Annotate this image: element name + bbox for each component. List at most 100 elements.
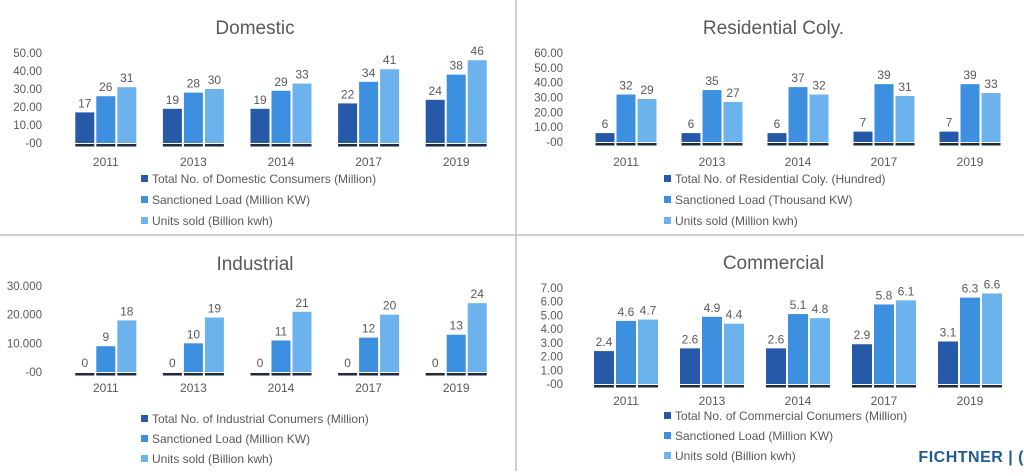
bar-base [874, 143, 894, 146]
bar-base [938, 385, 958, 388]
data-label: 0 [81, 356, 88, 370]
chart-domestic: Domestic -00 10.00 20.00 30.00 40.00 50.00 17 26… [13, 18, 487, 228]
bar [467, 303, 487, 372]
y-tick-label: 7.00 [541, 283, 563, 295]
legend-entry: Total No. of Residential Coly. (Hundred) [675, 172, 886, 186]
chart-title: Commercial [723, 253, 824, 274]
y-tick-label: 20.00 [534, 107, 563, 119]
data-label: 12 [362, 322, 376, 336]
bar [724, 323, 744, 384]
bar [338, 103, 358, 143]
data-label: 0 [432, 356, 439, 370]
data-label: 4.6 [618, 305, 635, 319]
bar [359, 81, 379, 143]
chart-title: Residential Coly. [703, 18, 844, 39]
bar [895, 96, 915, 142]
y-tick-label: 40.00 [13, 66, 42, 78]
chart-panel-industrial: Industrial -00 10.000 20.000 30.000 0 9 18 2011 0… [0, 238, 510, 471]
data-label: 30 [208, 73, 222, 87]
category-label: 2013 [699, 394, 726, 408]
category-label: 2017 [871, 155, 898, 169]
bar [117, 87, 137, 143]
bar-base [467, 144, 487, 147]
bar-base [939, 143, 959, 146]
data-label: 19 [208, 302, 222, 316]
y-tick-label: 40.00 [534, 78, 563, 90]
bar-base [183, 144, 203, 147]
data-label: 21 [295, 296, 309, 310]
bar-base [183, 373, 203, 376]
data-label: 33 [984, 77, 998, 91]
horizontal-divider [0, 234, 1024, 236]
bar [467, 60, 487, 144]
category-label: 2014 [785, 155, 812, 169]
bar [250, 108, 270, 143]
bar-base [595, 143, 615, 146]
bar [638, 319, 658, 384]
legend-entry: Sanctioned Load (Million KW) [152, 432, 310, 446]
bar [616, 94, 636, 142]
category-label: 2011 [613, 394, 639, 408]
data-label: 22 [341, 87, 355, 101]
legend-entry: Units sold (Billion kwh) [152, 452, 273, 466]
bar-base [853, 143, 873, 146]
chart-industrial: Industrial-0010.00020.00030.000091820110… [7, 254, 487, 466]
legend-swatch [141, 217, 148, 224]
legend-entry: Units sold (Billion kwh) [152, 214, 273, 228]
data-label: 6 [602, 117, 609, 131]
bar-base [809, 143, 829, 146]
bar-base [162, 144, 182, 147]
y-tick-label: 30.00 [13, 84, 42, 96]
data-label: 2.9 [854, 328, 871, 342]
chart-panel-residential: Residential Coly. -00 10.00 20.00 30.00 40.00… [523, 0, 1024, 232]
bar [594, 351, 614, 384]
legend-entry: Sanctioned Load (Million KW) [152, 193, 310, 207]
bar [616, 320, 636, 384]
data-label: 28 [187, 77, 201, 91]
bar-base [810, 385, 830, 388]
category-label: 2017 [355, 155, 382, 169]
bar-base [117, 373, 137, 376]
category-label: 2019 [443, 381, 470, 395]
data-label: 27 [726, 86, 740, 100]
data-label: 39 [877, 68, 891, 82]
bar-base [338, 373, 358, 376]
data-label: 41 [383, 53, 397, 67]
bar-base [616, 385, 636, 388]
bar-base [680, 385, 700, 388]
legend-swatch [141, 455, 148, 462]
category-label: 2014 [785, 394, 812, 408]
bar-base [446, 144, 466, 147]
y-tick-label: 10.00 [534, 122, 563, 134]
data-label: 20 [383, 299, 397, 313]
category-label: 2019 [443, 155, 470, 169]
bar [183, 343, 203, 372]
data-label: 4.8 [812, 302, 829, 316]
legend-entry: Sanctioned Load (Thousand KW) [675, 193, 852, 207]
bar-base [359, 373, 379, 376]
category-label: 2013 [180, 381, 207, 395]
bar [637, 98, 657, 142]
bar [809, 94, 829, 142]
legend-swatch [141, 196, 148, 203]
bar-base [723, 143, 743, 146]
data-label: 2.6 [682, 332, 699, 346]
bar [874, 84, 894, 142]
bar-base [75, 373, 95, 376]
bar-base [338, 144, 358, 147]
fichtner-logo: FICHTNER | ( [918, 449, 1024, 466]
bar-base [788, 385, 808, 388]
data-label: 7 [860, 116, 867, 130]
legend-swatch [141, 435, 148, 442]
bar [595, 133, 615, 142]
bar-base [637, 143, 657, 146]
data-label: 29 [274, 75, 288, 89]
chart-panel-domestic: Domestic -00 10.00 20.00 30.00 40.00 50.00 17 26… [0, 0, 510, 232]
category-label: 2014 [268, 155, 295, 169]
legend-swatch [664, 452, 671, 459]
bar [117, 320, 137, 372]
legend-swatch [664, 196, 671, 203]
y-tick-label: 5.00 [541, 310, 563, 322]
bar-base [874, 385, 894, 388]
chart-title: Industrial [216, 254, 293, 275]
